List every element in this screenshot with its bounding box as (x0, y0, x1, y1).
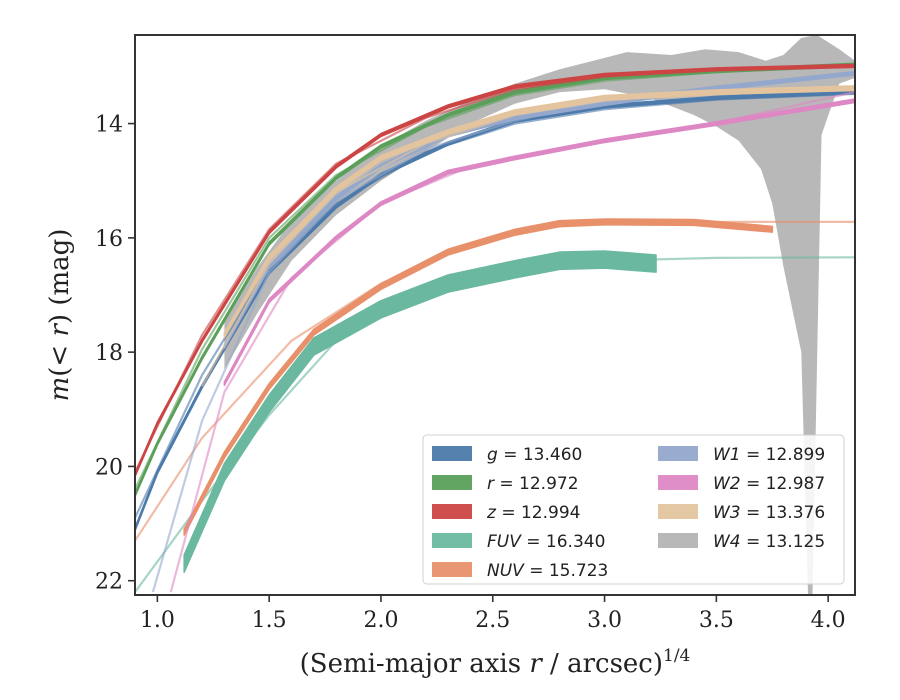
series-w1-band (223, 70, 855, 349)
legend-label-r: r = 12.972 (487, 474, 579, 494)
plot-data-layer (135, 35, 855, 595)
legend-label-z: z = 12.994 (486, 503, 580, 523)
y-tick-label: 22 (95, 570, 123, 595)
legend-swatch-w3 (658, 504, 698, 519)
x-tick-label: 2.5 (475, 608, 510, 633)
plot-frame (134, 34, 856, 596)
x-tick-label: 4.0 (811, 608, 846, 633)
legend-label-fuv: FUV = 16.340 (487, 532, 605, 552)
legend-swatch-nuv (432, 562, 472, 577)
legend-label-w1: W1 = 12.899 (713, 445, 825, 465)
series-g-band (135, 89, 855, 532)
x-tick-label: 2.0 (363, 608, 398, 633)
y-tick-label: 18 (95, 341, 123, 366)
y-tick-label: 16 (95, 227, 123, 252)
y-tick-label: 14 (95, 113, 123, 138)
legend: g = 13.460 r = 12.972 z = 12.994 FUV = 16.3… (422, 434, 845, 585)
series-fuv-band (183, 250, 657, 573)
legend-swatch-z (432, 504, 472, 519)
legend-swatch-w1 (658, 446, 698, 461)
y-axis-title: m(< r) (mag) (45, 229, 75, 402)
legend-label-g: g = 13.460 (487, 445, 582, 465)
legend-label-nuv: NUV = 15.723 (487, 561, 608, 581)
series-w3-band (223, 85, 855, 339)
x-tick-label: 3.0 (587, 608, 622, 633)
x-tick-label: 1.0 (140, 608, 175, 633)
legend-label-w3: W3 = 13.376 (713, 503, 825, 523)
y-tick-label: 20 (95, 455, 123, 480)
x-tick-label: 1.5 (252, 608, 287, 633)
axes-layer: 1.0 1.5 2.0 2.5 3.0 3.5 4.0 14 16 18 20 22 (95, 113, 846, 633)
legend-label-w4: W4 = 13.125 (713, 532, 825, 552)
legend-swatch-w2 (658, 475, 698, 490)
series-z-band (135, 63, 855, 478)
legend-swatch-g (432, 446, 472, 461)
legend-label-w2: W2 = 12.987 (713, 474, 825, 494)
legend-swatch-w4 (658, 533, 698, 548)
x-axis-title: (Semi-major axis r / arcsec)1/4 (300, 646, 691, 679)
legend-swatch-fuv (432, 533, 472, 548)
series-w2-band (223, 98, 855, 387)
x-tick-label: 3.5 (699, 608, 734, 633)
series-r-band (135, 62, 855, 498)
legend-swatch-r (432, 475, 472, 490)
legend-box (422, 434, 845, 585)
series-nuv-band (183, 218, 774, 536)
